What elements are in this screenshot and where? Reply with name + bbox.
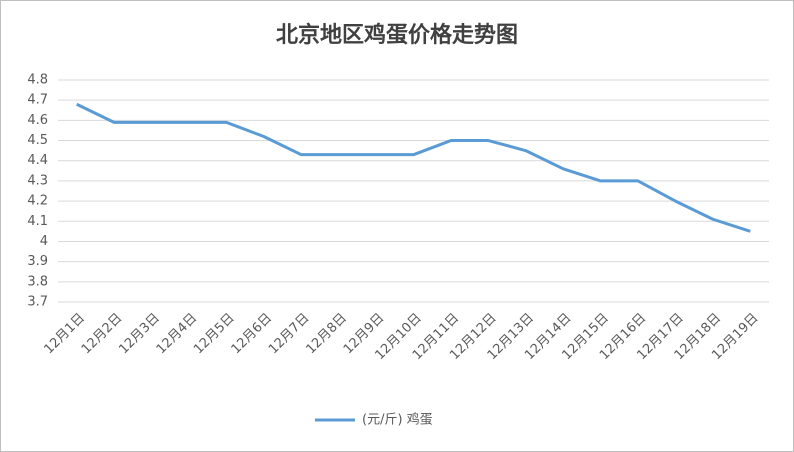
y-tick-label: 4.7 bbox=[27, 93, 48, 108]
data-line bbox=[76, 102, 751, 233]
y-tick-label: 3.9 bbox=[27, 254, 48, 269]
y-tick-label: 4.8 bbox=[27, 73, 48, 88]
y-tick-label: 4.3 bbox=[27, 173, 48, 188]
y-tick-label: 3.8 bbox=[27, 274, 48, 289]
y-tick-label: 4.2 bbox=[27, 194, 48, 209]
y-tick-label: 4.4 bbox=[27, 153, 48, 168]
chart-title: 北京地区鸡蛋价格走势图 bbox=[276, 22, 518, 48]
y-tick-label: 4 bbox=[40, 234, 48, 249]
legend-label: (元/斤) 鸡蛋 bbox=[362, 412, 433, 428]
y-tick-label: 3.7 bbox=[27, 295, 48, 310]
y-tick-label: 4.5 bbox=[27, 133, 48, 148]
y-tick-label: 4.6 bbox=[27, 113, 48, 128]
y-tick-label: 4.1 bbox=[27, 214, 48, 229]
